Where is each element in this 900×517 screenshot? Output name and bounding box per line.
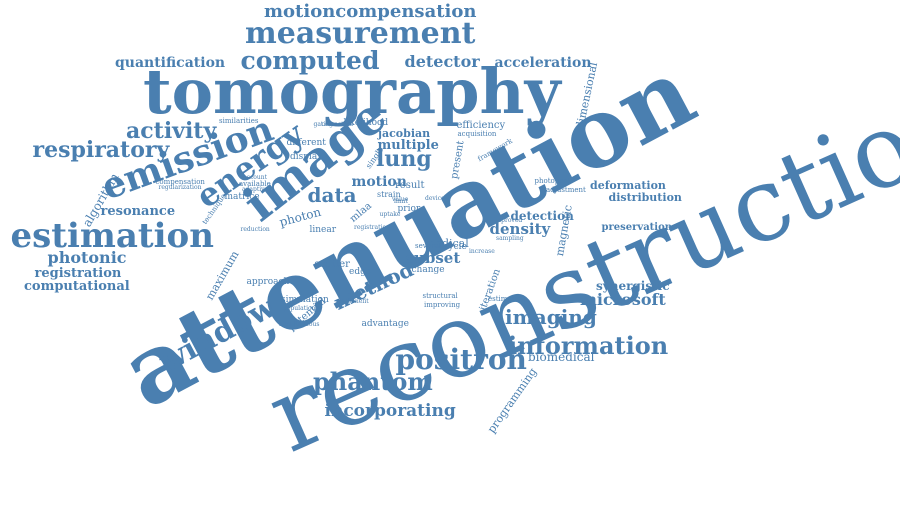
word: computational bbox=[24, 278, 130, 294]
word: sampling bbox=[496, 235, 524, 242]
word: detector bbox=[404, 52, 480, 71]
word: synergistic bbox=[596, 279, 670, 293]
word: prior bbox=[397, 203, 421, 214]
word: correction bbox=[321, 121, 353, 128]
word: linear bbox=[309, 224, 337, 235]
word: medical bbox=[425, 236, 469, 250]
word: similarities bbox=[219, 116, 259, 125]
word: structural bbox=[422, 291, 458, 300]
word: subset bbox=[405, 248, 461, 267]
word: available bbox=[239, 179, 271, 188]
word: microsoft bbox=[580, 290, 666, 309]
word: simulation bbox=[281, 294, 329, 305]
word: cycle bbox=[443, 241, 467, 252]
word: regularization bbox=[158, 184, 202, 191]
word: strain bbox=[377, 190, 401, 199]
word: preservation bbox=[601, 222, 673, 233]
word: device bbox=[425, 195, 445, 202]
word: biomedical bbox=[528, 350, 595, 364]
word: registration bbox=[354, 224, 390, 231]
word: improving bbox=[424, 300, 461, 309]
word: efficiency bbox=[456, 120, 506, 131]
word: detection bbox=[510, 209, 574, 223]
word: photopeak bbox=[534, 176, 572, 185]
word: population bbox=[283, 305, 316, 312]
word: computed bbox=[240, 45, 380, 75]
word: compensation bbox=[155, 177, 205, 186]
word: gating bbox=[313, 121, 333, 128]
word: adjustment bbox=[546, 185, 586, 194]
word: estimating bbox=[488, 294, 526, 303]
word: edge bbox=[349, 266, 372, 277]
word: lung bbox=[376, 146, 432, 172]
word: motion bbox=[351, 174, 407, 190]
word: different bbox=[286, 137, 326, 148]
word: positron bbox=[395, 343, 527, 376]
word: data bbox=[307, 183, 357, 207]
word: tomography bbox=[143, 55, 561, 128]
word: information bbox=[508, 331, 669, 360]
word: jacobian bbox=[378, 126, 431, 140]
word: several bbox=[415, 241, 441, 250]
word: increase bbox=[469, 248, 495, 255]
word: improved bbox=[493, 217, 523, 224]
word: measurement bbox=[245, 16, 476, 51]
word: reduction bbox=[240, 226, 270, 233]
word: simultaneous bbox=[279, 321, 320, 328]
word: quantification bbox=[115, 55, 226, 71]
word: resonance bbox=[100, 203, 176, 219]
word: display bbox=[290, 151, 323, 162]
word: account bbox=[243, 174, 268, 181]
word: activity bbox=[126, 118, 217, 144]
word: advantage bbox=[361, 318, 409, 329]
word: phantom bbox=[313, 367, 433, 396]
word: imaging bbox=[505, 305, 597, 329]
word: scatter bbox=[314, 259, 350, 270]
word: deformation bbox=[590, 178, 666, 192]
word: incorporating bbox=[324, 400, 456, 421]
word: motioncompensation bbox=[264, 1, 477, 22]
word: limit bbox=[394, 198, 408, 205]
word: distribution bbox=[608, 190, 682, 204]
word: approach bbox=[246, 276, 290, 287]
word: photonic bbox=[47, 248, 127, 267]
word: change bbox=[411, 264, 445, 275]
word: multiple bbox=[377, 137, 439, 153]
word: respiratory bbox=[32, 137, 170, 163]
word: density bbox=[489, 219, 551, 238]
word: uptake bbox=[379, 211, 401, 218]
word: registration bbox=[34, 265, 122, 281]
word: matrice bbox=[224, 191, 260, 202]
word: acquisition bbox=[457, 129, 497, 138]
word: adaptive bbox=[242, 186, 269, 193]
word: value bbox=[392, 196, 409, 203]
word: acceleration bbox=[494, 55, 592, 71]
word: likelihood bbox=[343, 117, 389, 128]
word: benefit bbox=[347, 298, 369, 305]
word: estimation bbox=[10, 216, 214, 256]
word: result bbox=[395, 180, 425, 191]
